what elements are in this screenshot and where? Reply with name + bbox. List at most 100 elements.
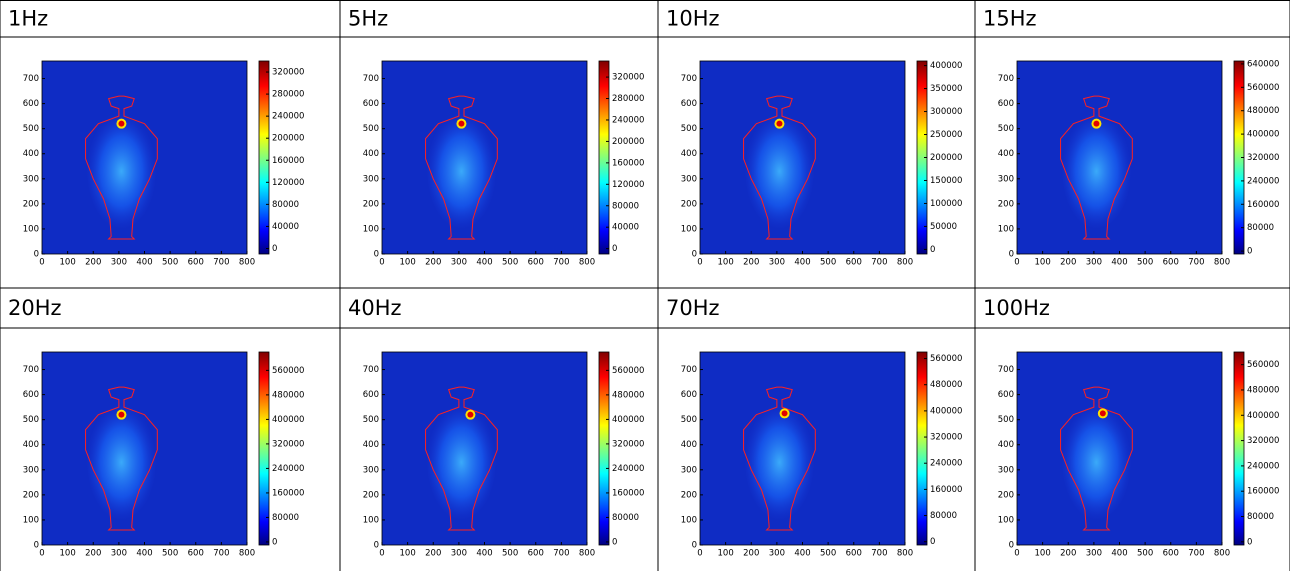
colorbar-tick-label: 40000: [612, 223, 639, 233]
boundary-contour: [425, 95, 498, 240]
y-tick-label: 500: [23, 415, 39, 425]
colorbar-tick-label: 100000: [930, 199, 962, 209]
x-tick-label: 800: [579, 549, 595, 559]
y-tick-label: 500: [998, 415, 1014, 425]
field-glow: [426, 113, 497, 230]
y-tick-label: 300: [998, 174, 1014, 184]
x-tick-label: 200: [425, 549, 441, 559]
y-tick-label: 500: [23, 124, 39, 134]
y-tick-label: 100: [998, 515, 1014, 525]
x-tick-label: 100: [400, 549, 416, 559]
x-tick-label: 0: [1014, 549, 1019, 559]
source-peak: [458, 120, 465, 127]
y-tick-label: 100: [23, 515, 39, 525]
y-tick-label: 500: [363, 124, 379, 134]
y-tick-label: 100: [681, 515, 697, 525]
y-tick-label: 200: [681, 490, 697, 500]
x-tick-label: 600: [1163, 258, 1179, 268]
colorbar-tick-label: 320000: [612, 439, 644, 449]
colorbar-tick-label: 80000: [1247, 512, 1274, 522]
x-tick-label: 400: [476, 258, 492, 268]
x-tick-label: 300: [111, 549, 127, 559]
colorbar-tick-label: 80000: [612, 201, 639, 211]
x-tick-label: 600: [846, 549, 862, 559]
colorbar-tick-label: 480000: [272, 390, 304, 400]
y-tick-label: 0: [692, 541, 697, 551]
colorbar-tick-label: 250000: [930, 130, 962, 140]
x-tick-label: 600: [188, 258, 204, 268]
colorbar-tick-label: 0: [930, 245, 935, 255]
y-tick-label: 0: [1009, 250, 1014, 260]
x-tick-label: 700: [1188, 549, 1204, 559]
boundary-contour: [1060, 386, 1133, 531]
y-tick-label: 700: [23, 74, 39, 84]
y-tick-label: 700: [998, 74, 1014, 84]
colorbar-tick-label: 560000: [1247, 83, 1279, 93]
y-tick-label: 200: [998, 490, 1014, 500]
colorbar-tick-label: 560000: [930, 354, 962, 364]
boundary-contour: [85, 386, 158, 531]
x-tick-label: 300: [451, 549, 467, 559]
colorbar-tick-label: 320000: [1247, 153, 1279, 163]
y-tick-label: 700: [681, 74, 697, 84]
colorbar-tick-label: 0: [612, 244, 617, 254]
y-tick-label: 400: [681, 440, 697, 450]
y-tick-label: 0: [34, 541, 39, 551]
colorbar-tick-label: 240000: [612, 115, 644, 125]
x-tick-label: 600: [188, 549, 204, 559]
x-tick-label: 200: [85, 549, 101, 559]
colorbar-tick-label: 240000: [1247, 176, 1279, 186]
y-tick-label: 200: [681, 199, 697, 209]
x-tick-label: 400: [476, 549, 492, 559]
colorbar-tick-label: 240000: [612, 464, 644, 474]
y-tick-label: 0: [374, 250, 379, 260]
colorbar-tick-label: 400000: [1247, 130, 1279, 140]
x-tick-label: 500: [820, 258, 836, 268]
y-tick-label: 400: [363, 149, 379, 159]
x-tick-label: 300: [769, 549, 785, 559]
x-tick-label: 100: [400, 258, 416, 268]
x-tick-label: 100: [60, 549, 76, 559]
y-tick-label: 700: [681, 365, 697, 375]
colorbar-tick-label: 80000: [930, 511, 957, 521]
x-tick-label: 600: [1163, 549, 1179, 559]
colorbar-tick-label: 80000: [272, 513, 299, 523]
panel-title: 10Hz: [666, 7, 720, 31]
y-tick-label: 200: [23, 199, 39, 209]
y-tick-label: 300: [998, 465, 1014, 475]
y-tick-label: 400: [998, 440, 1014, 450]
x-tick-label: 700: [871, 549, 887, 559]
colorbar-tick-label: 160000: [272, 488, 304, 498]
colorbar-tick-label: 160000: [1247, 487, 1279, 497]
colorbar-tick-label: 0: [272, 537, 277, 547]
colorbar: [598, 351, 610, 546]
colorbar-tick-label: 320000: [272, 439, 304, 449]
x-tick-label: 300: [111, 258, 127, 268]
x-tick-label: 700: [213, 549, 229, 559]
colorbar-tick-label: 0: [272, 244, 277, 254]
y-tick-label: 100: [681, 224, 697, 234]
colorbar-tick-label: 240000: [1247, 461, 1279, 471]
boundary-contour: [743, 95, 816, 240]
x-tick-label: 700: [871, 258, 887, 268]
y-tick-label: 600: [998, 390, 1014, 400]
y-tick-label: 100: [363, 224, 379, 234]
colorbar-tick-label: 480000: [1247, 385, 1279, 395]
y-tick-label: 200: [363, 490, 379, 500]
colorbar-tick-label: 280000: [272, 90, 304, 100]
field-glow: [86, 404, 157, 521]
colorbar-tick-label: 320000: [1247, 436, 1279, 446]
colorbar-tick-label: 50000: [930, 222, 957, 232]
panel-title: 100Hz: [983, 296, 1050, 320]
colorbar-tick-label: 560000: [612, 366, 644, 376]
y-tick-label: 500: [363, 415, 379, 425]
y-tick-label: 400: [23, 440, 39, 450]
colorbar-tick-label: 640000: [1247, 59, 1279, 69]
y-tick-label: 300: [23, 465, 39, 475]
x-tick-label: 600: [528, 549, 544, 559]
field-glow: [1061, 404, 1132, 521]
field-glow: [86, 113, 157, 230]
colorbar-tick-label: 0: [1247, 247, 1252, 257]
colorbar-tick-label: 400000: [272, 415, 304, 425]
